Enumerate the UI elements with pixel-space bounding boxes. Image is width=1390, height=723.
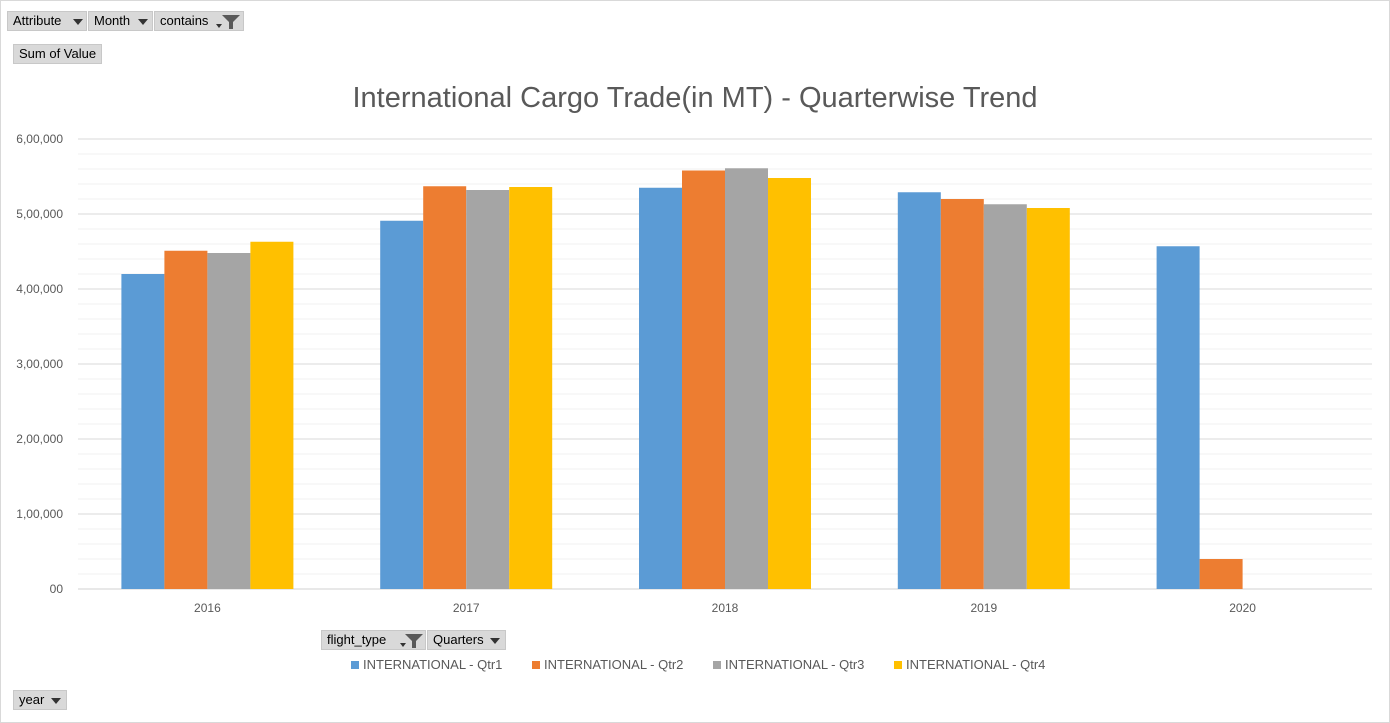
y-tick-label: 5,00,000 [16,207,63,221]
y-tick-label: 1,00,000 [16,507,63,521]
bar-2019-qtr2 [940,199,984,589]
y-tick-label: 4,00,000 [16,282,63,296]
bar-2016-qtr1 [121,274,165,589]
chevron-down-icon [51,698,61,704]
chart-title: International Cargo Trade(in MT) - Quart… [352,82,1038,114]
attribute-field-label: Attribute [13,13,62,28]
y-tick-label: 3,00,000 [16,357,63,371]
month-field-button[interactable]: Month [88,11,153,31]
legend-item: INTERNATIONAL - Qtr3 [713,656,864,676]
x-tick-label: 2016 [194,601,221,615]
attribute-field-button[interactable]: Attribute [7,11,87,31]
legend-label: INTERNATIONAL - Qtr1 [363,657,503,672]
bar-2019-qtr1 [897,192,941,589]
legend-swatch [351,661,359,669]
funnel-filter-icon [405,634,423,648]
x-tick-label: 2017 [453,601,480,615]
y-tick-label: 2,00,000 [16,432,63,446]
bar-2020-qtr2 [1199,559,1243,589]
bar-2017-qtr4 [509,187,553,589]
bar-2018-qtr1 [639,187,682,589]
year-field-button[interactable]: year [13,690,67,710]
y-tick-label: 6,00,000 [16,132,63,146]
bar-2017-qtr2 [423,186,467,589]
flight-type-field-label: flight_type [327,632,387,647]
x-tick-label: 2018 [712,601,739,615]
bar-2018-qtr4 [768,178,811,589]
bar-2017-qtr1 [380,220,424,589]
bar-2016-qtr4 [250,241,294,589]
contains-field-label: contains [160,13,209,28]
year-field-label: year [19,692,45,707]
x-tick-label: 2019 [970,601,997,615]
quarters-field-label: Quarters [433,632,484,647]
sum-of-value-button[interactable]: Sum of Value [13,44,102,64]
legend-label: INTERNATIONAL - Qtr2 [544,657,684,672]
legend-swatch [532,661,540,669]
legend-label: INTERNATIONAL - Qtr4 [906,657,1046,672]
legend-item: INTERNATIONAL - Qtr4 [894,656,1045,676]
bar-2019-qtr3 [983,204,1027,589]
bar-2020-qtr1 [1156,246,1200,589]
month-field-label: Month [94,13,131,28]
bar-2016-qtr3 [207,253,251,589]
legend-item: INTERNATIONAL - Qtr1 [351,656,502,676]
quarters-field-button[interactable]: Quarters [427,630,506,650]
bar-2019-qtr4 [1026,208,1070,589]
chevron-down-icon [216,24,222,28]
bar-2018-qtr2 [682,170,725,589]
sum-of-value-label: Sum of Value [19,46,97,61]
chart-legend: INTERNATIONAL - Qtr1 INTERNATIONAL - Qtr2… [0,656,1390,676]
legend-swatch [713,661,721,669]
chevron-down-icon [138,19,148,25]
bar-2016-qtr2 [164,250,208,589]
x-tick-label: 2020 [1229,601,1256,615]
chevron-down-icon [400,643,406,647]
funnel-filter-icon [222,15,240,29]
chevron-down-icon [490,638,500,644]
bar-2017-qtr3 [466,190,510,589]
chevron-down-icon [73,19,83,25]
legend-label: INTERNATIONAL - Qtr3 [725,657,865,672]
legend-swatch [894,661,902,669]
bar-2018-qtr3 [725,168,768,589]
flight-type-field-button[interactable]: flight_type [321,630,426,650]
legend-item: INTERNATIONAL - Qtr2 [532,656,683,676]
y-tick-label: 00 [50,582,64,596]
contains-field-button[interactable]: contains [154,11,244,31]
